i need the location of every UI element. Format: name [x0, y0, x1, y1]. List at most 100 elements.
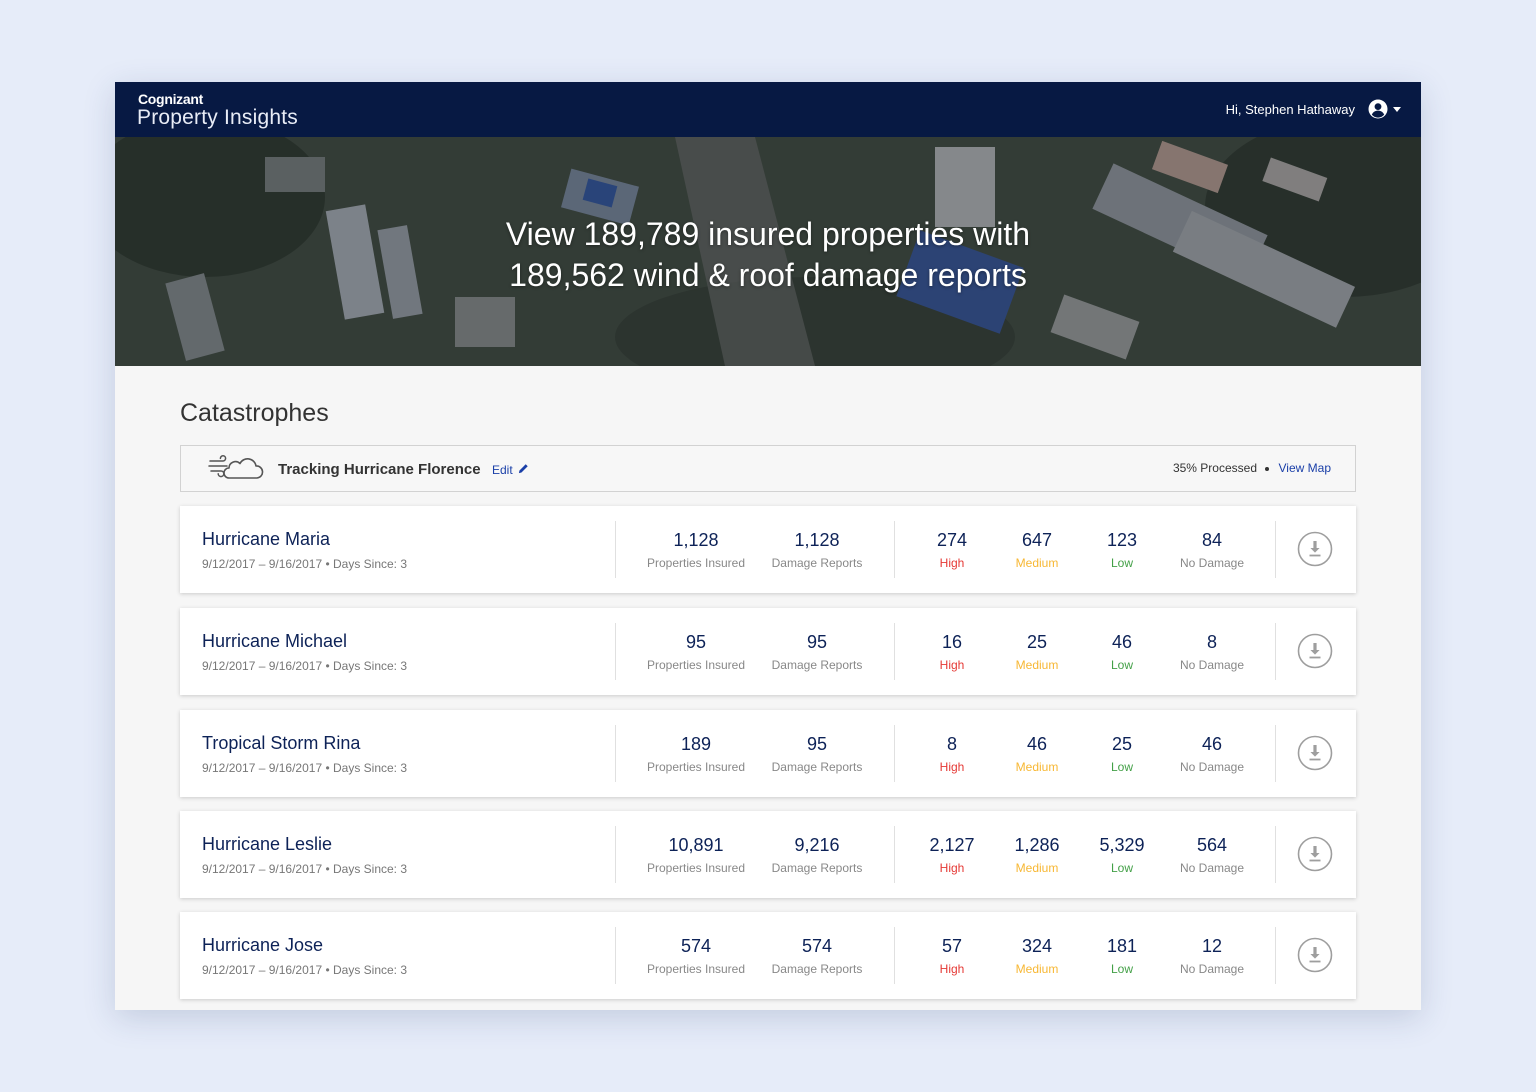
high-damage-stat: 57 High [887, 935, 1017, 977]
divider [894, 521, 895, 578]
download-icon[interactable] [1297, 836, 1333, 872]
high-damage-stat: 2,127 High [887, 834, 1017, 876]
stat-value: 46 [1201, 734, 1223, 754]
divider [615, 725, 616, 782]
divider [894, 623, 895, 680]
catastrophe-dates: 9/12/2017 – 9/16/2017 • Days Since: 3 [202, 963, 408, 977]
hero-line-2: 189,562 wind & roof damage reports [509, 257, 1027, 293]
pencil-icon[interactable] [518, 463, 529, 474]
divider [615, 826, 616, 883]
catastrophe-name[interactable]: Hurricane Jose [202, 935, 324, 955]
stat-label: High [939, 962, 965, 976]
stat-label: No Damage [1179, 760, 1245, 774]
download-icon[interactable] [1297, 633, 1333, 669]
properties-insured-stat: 10,891 Properties Insured [631, 834, 761, 876]
stat-label: Low [1110, 556, 1133, 570]
damage-reports-stat: 95 Damage Reports [752, 631, 882, 673]
divider [615, 521, 616, 578]
stat-value: 324 [1021, 936, 1053, 956]
stat-label: Damage Reports [771, 760, 863, 774]
medium-damage-stat: 324 Medium [972, 935, 1102, 977]
edit-link[interactable]: Edit [492, 463, 513, 477]
stat-label: Medium [1015, 658, 1059, 672]
hero-headline: View 189,789 insured properties with 189… [115, 214, 1421, 296]
divider [1275, 521, 1276, 578]
divider [894, 826, 895, 883]
section-title: Catastrophes [180, 399, 329, 427]
catastrophe-card[interactable]: Hurricane Leslie 9/12/2017 – 9/16/2017 •… [180, 811, 1356, 898]
stat-label: Damage Reports [771, 556, 863, 570]
catastrophe-name[interactable]: Hurricane Leslie [202, 834, 333, 854]
stat-value: 5,329 [1099, 835, 1145, 855]
stat-value: 2,127 [929, 835, 975, 855]
low-damage-stat: 25 Low [1057, 733, 1187, 775]
properties-insured-stat: 1,128 Properties Insured [631, 529, 761, 571]
app-window: Cognizant Property Insights Hi, Stephen … [115, 82, 1421, 1010]
stat-label: Damage Reports [771, 658, 863, 672]
catastrophe-dates: 9/12/2017 – 9/16/2017 • Days Since: 3 [202, 862, 408, 876]
stat-value: 274 [936, 530, 968, 550]
stat-value: 647 [1021, 530, 1053, 550]
stat-value: 574 [680, 936, 712, 956]
catastrophe-name[interactable]: Tropical Storm Rina [202, 733, 361, 753]
low-damage-stat: 181 Low [1057, 935, 1187, 977]
download-icon[interactable] [1297, 531, 1333, 567]
wind-cloud-icon [208, 455, 264, 479]
product-name[interactable]: Property Insights [137, 106, 298, 129]
stat-value: 8 [1206, 632, 1217, 652]
caret-down-icon[interactable] [1393, 107, 1401, 112]
view-map-link[interactable]: View Map [1278, 461, 1331, 475]
catastrophe-card[interactable]: Hurricane Maria 9/12/2017 – 9/16/2017 • … [180, 506, 1356, 593]
stat-label: High [939, 556, 965, 570]
no-damage-stat: 84 No Damage [1147, 529, 1277, 571]
damage-reports-stat: 574 Damage Reports [752, 935, 882, 977]
stat-value: 25 [1111, 734, 1133, 754]
hero-line-1: View 189,789 insured properties with [505, 216, 1031, 252]
low-damage-stat: 123 Low [1057, 529, 1187, 571]
stat-value: 564 [1196, 835, 1228, 855]
user-greeting[interactable]: Hi, Stephen Hathaway [1225, 102, 1355, 117]
stat-value: 123 [1106, 530, 1138, 550]
stat-label: Low [1110, 760, 1133, 774]
stat-value: 574 [801, 936, 833, 956]
download-icon[interactable] [1297, 735, 1333, 771]
medium-damage-stat: 647 Medium [972, 529, 1102, 571]
catastrophe-name[interactable]: Hurricane Michael [202, 631, 348, 651]
stat-label: High [939, 760, 965, 774]
properties-insured-stat: 189 Properties Insured [631, 733, 761, 775]
divider [1275, 623, 1276, 680]
properties-insured-stat: 574 Properties Insured [631, 935, 761, 977]
divider [1275, 927, 1276, 984]
no-damage-stat: 46 No Damage [1147, 733, 1277, 775]
divider [615, 927, 616, 984]
catastrophe-dates: 9/12/2017 – 9/16/2017 • Days Since: 3 [202, 557, 408, 571]
medium-damage-stat: 1,286 Medium [972, 834, 1102, 876]
stat-label: Medium [1015, 962, 1059, 976]
download-icon[interactable] [1297, 937, 1333, 973]
catastrophe-name[interactable]: Hurricane Maria [202, 529, 331, 549]
no-damage-stat: 8 No Damage [1147, 631, 1277, 673]
tracking-bar: Tracking Hurricane Florence Edit 35% Pro… [180, 445, 1356, 492]
stat-value: 25 [1026, 632, 1048, 652]
stat-value: 46 [1026, 734, 1048, 754]
low-damage-stat: 5,329 Low [1057, 834, 1187, 876]
processing-status: 35% Processed [1172, 461, 1257, 475]
user-circle-icon[interactable] [1368, 99, 1388, 119]
company-logo[interactable]: Cognizant [138, 91, 203, 107]
tracking-label: Tracking Hurricane Florence [278, 461, 481, 478]
catastrophe-card[interactable]: Hurricane Michael 9/12/2017 – 9/16/2017 … [180, 608, 1356, 695]
stat-value: 95 [685, 632, 707, 652]
stat-value: 8 [946, 734, 957, 754]
divider [894, 927, 895, 984]
stat-value: 1,128 [673, 530, 719, 550]
catastrophe-card[interactable]: Tropical Storm Rina 9/12/2017 – 9/16/201… [180, 710, 1356, 797]
catastrophe-dates: 9/12/2017 – 9/16/2017 • Days Since: 3 [202, 659, 408, 673]
stat-label: Medium [1015, 861, 1059, 875]
stat-value: 16 [941, 632, 963, 652]
catastrophe-card[interactable]: Hurricane Jose 9/12/2017 – 9/16/2017 • D… [180, 912, 1356, 999]
stat-label: No Damage [1179, 962, 1245, 976]
separator-dot [1265, 467, 1269, 471]
stat-label: Properties Insured [646, 658, 746, 672]
damage-reports-stat: 95 Damage Reports [752, 733, 882, 775]
stat-label: Medium [1015, 760, 1059, 774]
